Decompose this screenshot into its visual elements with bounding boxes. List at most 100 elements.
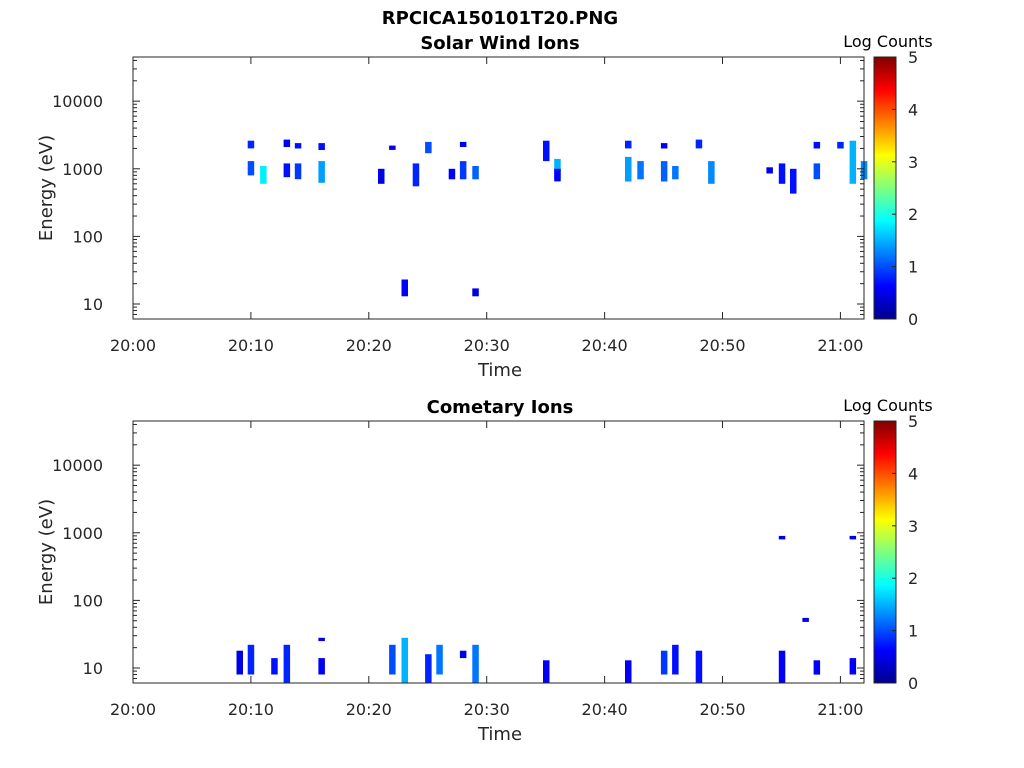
data-cell: [695, 139, 703, 149]
data-cell: [637, 161, 644, 180]
y-tick-label: 10: [83, 659, 103, 678]
colorbar-tick-label: 0: [908, 674, 918, 693]
y-tick-label: 10: [83, 295, 103, 314]
data-cell: [260, 166, 267, 184]
y-tick-label: 100: [72, 591, 103, 610]
x-tick-label: 20:00: [110, 700, 156, 719]
data-cell: [294, 163, 302, 180]
data-cell: [318, 637, 325, 642]
data-cell: [660, 143, 668, 149]
data-cell: [425, 654, 432, 683]
x-tick-label: 20:00: [110, 336, 156, 355]
axes-box: [132, 420, 865, 684]
data-cell: [412, 163, 420, 187]
data-cell: [448, 168, 456, 180]
data-cell: [837, 141, 844, 149]
data-cell: [436, 644, 443, 675]
data-cell: [660, 161, 668, 182]
y-axis-label: Energy (eV): [36, 499, 57, 605]
data-cell: [672, 644, 679, 675]
data-cell: [813, 163, 821, 180]
data-cell: [283, 644, 291, 683]
data-cell: [849, 535, 857, 540]
data-cell: [802, 617, 809, 622]
panel-title: Solar Wind Ions: [420, 33, 579, 54]
x-tick-label: 20:10: [228, 700, 274, 719]
x-axis-label: Time: [477, 360, 522, 381]
data-cell: [472, 644, 479, 683]
data-cell: [554, 168, 561, 182]
data-cell: [389, 145, 396, 150]
data-cell: [459, 141, 467, 147]
data-cell: [401, 637, 408, 683]
colorbar-tick-label: 4: [908, 464, 918, 483]
x-tick-label: 21:00: [817, 336, 863, 355]
data-cell: [294, 143, 302, 149]
x-tick-label: 20:30: [464, 336, 510, 355]
data-cell: [813, 660, 821, 675]
plot-area: [133, 57, 864, 319]
data-cell: [247, 161, 255, 176]
colorbar-tick-label: 3: [908, 517, 918, 536]
data-cell: [543, 140, 550, 162]
data-cell: [849, 140, 857, 184]
y-axis-label: Energy (eV): [36, 135, 57, 241]
colorbar-label: Log Counts: [843, 396, 933, 415]
colorbar-tick-label: 1: [908, 622, 918, 641]
x-tick-label: 20:50: [699, 336, 745, 355]
data-cell: [778, 535, 786, 540]
figure-title: RPCICA150101T20.PNG: [382, 8, 618, 29]
data-cell: [660, 650, 668, 675]
colorbar-tick-label: 3: [908, 153, 918, 172]
colorbar-tick-label: 2: [908, 569, 918, 588]
data-cell: [778, 650, 786, 683]
y-tick-label: 1000: [62, 160, 103, 179]
data-cell: [625, 140, 632, 149]
data-cell: [543, 660, 550, 683]
data-cell: [378, 168, 385, 184]
data-cell: [472, 166, 479, 180]
data-cell: [401, 279, 408, 297]
x-tick-label: 21:00: [817, 700, 863, 719]
data-cell: [625, 660, 632, 683]
data-cell: [813, 141, 821, 149]
data-cell: [778, 163, 786, 184]
x-axis-label: Time: [477, 724, 522, 745]
data-cell: [271, 658, 278, 675]
data-cell: [283, 163, 291, 178]
colorbar-tick-label: 0: [908, 310, 918, 329]
y-tick-label: 10000: [52, 92, 103, 111]
x-tick-label: 20:10: [228, 336, 274, 355]
y-tick-label: 10000: [52, 456, 103, 475]
colorbar-label: Log Counts: [843, 32, 933, 51]
data-cell: [318, 658, 325, 675]
data-cell: [318, 143, 325, 150]
panel-title: Cometary Ions: [427, 397, 574, 418]
data-cell: [283, 139, 291, 147]
axes-box: [132, 56, 865, 320]
colorbar-tick-label: 5: [908, 48, 918, 67]
data-cell: [247, 140, 255, 149]
colorbar-tick-label: 1: [908, 258, 918, 277]
colorbar-tick-label: 4: [908, 100, 918, 119]
data-cell: [766, 167, 773, 174]
colorbar-tick-label: 2: [908, 205, 918, 224]
colorbar-tick-label: 5: [908, 412, 918, 431]
y-tick-label: 1000: [62, 524, 103, 543]
x-tick-label: 20:20: [346, 336, 392, 355]
data-cell: [236, 650, 243, 675]
data-cell: [672, 166, 679, 180]
data-cell: [459, 161, 467, 180]
data-cell: [790, 168, 797, 194]
data-cell: [625, 156, 632, 182]
x-tick-label: 20:20: [346, 700, 392, 719]
x-tick-label: 20:40: [582, 700, 628, 719]
x-tick-label: 20:40: [582, 336, 628, 355]
data-cell: [708, 161, 715, 184]
data-cell: [247, 644, 255, 675]
x-tick-label: 20:50: [699, 700, 745, 719]
data-cell: [425, 141, 432, 154]
data-cell: [389, 644, 396, 675]
